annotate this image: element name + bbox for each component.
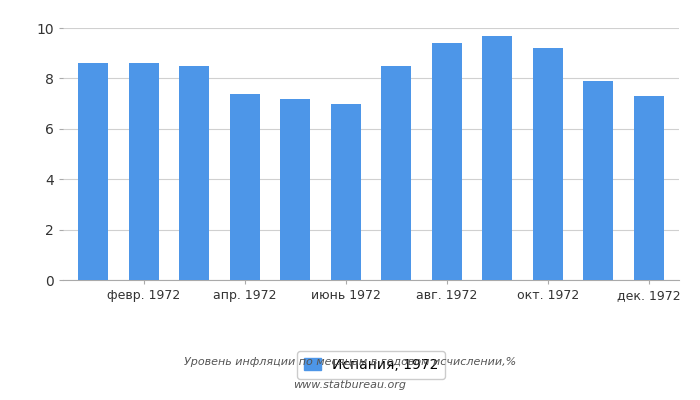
Bar (179, 66, 209, 280)
Bar (482, 36, 512, 280)
Bar (533, 48, 563, 280)
Legend: Испания, 1972: Испания, 1972 (297, 351, 445, 379)
Bar (381, 66, 412, 280)
Bar (330, 104, 361, 280)
Text: Уровень инфляции по месяцам в годовом исчислении,%: Уровень инфляции по месяцам в годовом ис… (184, 357, 516, 367)
Text: www.statbureau.org: www.statbureau.org (293, 380, 407, 390)
Bar (230, 94, 260, 280)
Bar (583, 81, 613, 280)
Bar (129, 63, 159, 280)
Bar (634, 96, 664, 280)
Bar (78, 63, 108, 280)
Bar (280, 98, 310, 280)
Bar (432, 43, 462, 280)
